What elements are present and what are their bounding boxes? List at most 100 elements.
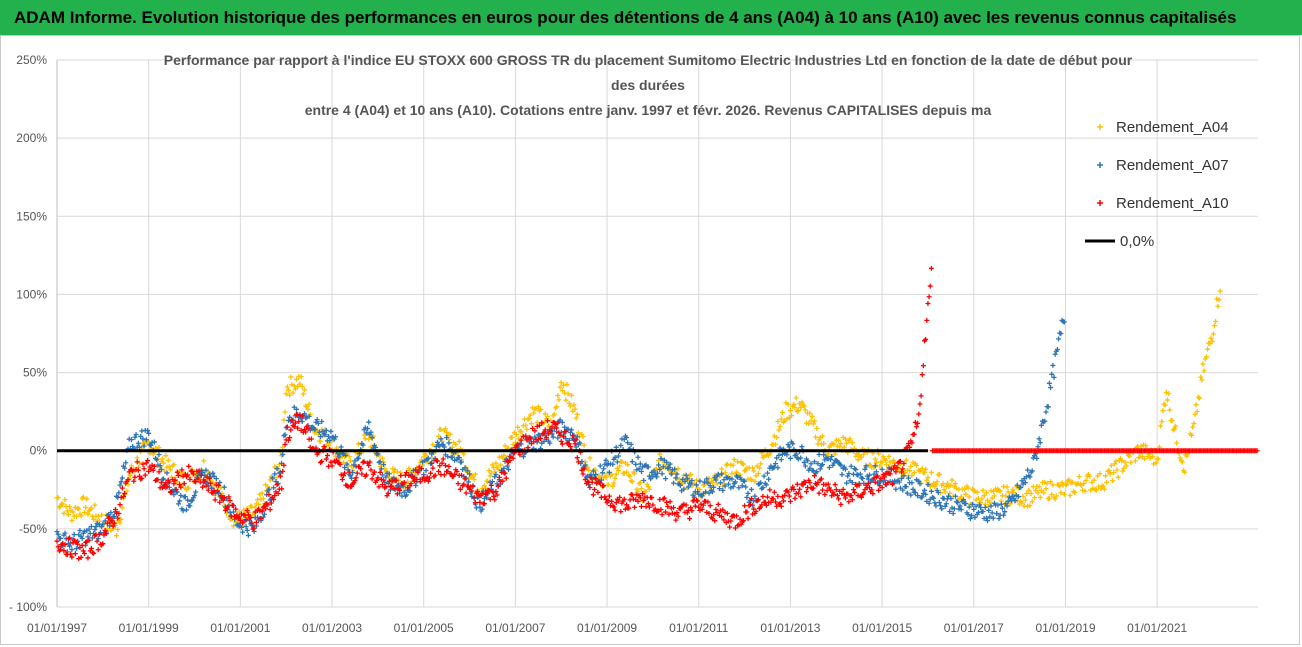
marker-Rendement_A10 xyxy=(196,468,202,474)
marker-Rendement_A10 xyxy=(559,441,565,447)
marker-Rendement_A04 xyxy=(1189,432,1195,438)
marker-Rendement_A07 xyxy=(1012,498,1018,504)
marker-Rendement_A10 xyxy=(391,486,397,492)
marker-Rendement_A07 xyxy=(582,462,588,468)
marker-Rendement_A10 xyxy=(263,506,269,512)
marker-Rendement_A07 xyxy=(988,503,994,509)
marker-Rendement_A04 xyxy=(285,387,291,393)
marker-Rendement_A04 xyxy=(252,504,258,510)
marker-Rendement_A04 xyxy=(298,374,304,380)
marker-Rendement_A10 xyxy=(225,504,231,510)
marker-Rendement_A10 xyxy=(646,504,652,510)
marker-Rendement_A10 xyxy=(436,469,442,475)
marker-Rendement_A04 xyxy=(1083,477,1089,483)
legend-label: 0,0% xyxy=(1120,233,1154,250)
marker-Rendement_A04 xyxy=(1169,418,1175,424)
marker-Rendement_A10 xyxy=(684,510,690,516)
marker-Rendement_A04 xyxy=(884,462,890,468)
marker-Rendement_A04 xyxy=(438,427,444,433)
marker-Rendement_A10 xyxy=(812,473,818,479)
marker-Rendement_A04 xyxy=(115,526,121,532)
marker-Rendement_A07 xyxy=(873,469,879,475)
marker-Rendement_A04 xyxy=(88,505,94,511)
marker-Rendement_A10 xyxy=(166,479,172,485)
marker-Rendement_A10 xyxy=(503,475,509,481)
marker-Rendement_A04 xyxy=(1142,456,1148,462)
marker-Rendement_A10 xyxy=(580,471,586,477)
marker-Rendement_A07 xyxy=(465,479,471,485)
marker-Rendement_A10 xyxy=(258,515,264,521)
marker-Rendement_A10 xyxy=(140,461,146,467)
marker-Rendement_A04 xyxy=(847,436,853,442)
marker-Rendement_A10 xyxy=(292,420,298,426)
marker-Rendement_A04 xyxy=(62,497,68,503)
marker-Rendement_A07 xyxy=(853,467,859,473)
marker-Rendement_A07 xyxy=(628,441,634,447)
marker-Rendement_A07 xyxy=(651,468,657,474)
marker-Rendement_A04 xyxy=(779,409,785,415)
marker-Rendement_A10 xyxy=(713,506,719,512)
marker-Rendement_A07 xyxy=(987,514,993,520)
marker-Rendement_A04 xyxy=(1101,486,1107,492)
marker-Rendement_A07 xyxy=(365,426,371,432)
marker-Rendement_A10 xyxy=(274,482,280,488)
marker-Rendement_A10 xyxy=(329,463,335,469)
marker-Rendement_A07 xyxy=(904,490,910,496)
marker-Rendement_A04 xyxy=(1048,479,1054,485)
marker-Rendement_A10 xyxy=(459,472,465,478)
marker-Rendement_A04 xyxy=(617,463,623,469)
marker-Rendement_A10 xyxy=(661,495,667,501)
marker-Rendement_A10 xyxy=(130,468,136,474)
marker-Rendement_A07 xyxy=(85,534,91,540)
marker-Rendement_A10 xyxy=(266,492,272,498)
marker-Rendement_A04 xyxy=(1104,479,1110,485)
marker-Rendement_A10 xyxy=(822,492,828,498)
marker-Rendement_A07 xyxy=(1058,331,1064,337)
marker-Rendement_A07 xyxy=(705,480,711,486)
marker-Rendement_A10 xyxy=(649,495,655,501)
marker-Rendement_A07 xyxy=(955,499,961,505)
marker-Rendement_A10 xyxy=(825,481,831,487)
marker-Rendement_A10 xyxy=(626,505,632,511)
marker-Rendement_A10 xyxy=(916,411,922,417)
marker-Rendement_A04 xyxy=(611,480,617,486)
marker-Rendement_A10 xyxy=(296,419,302,425)
marker-Rendement_A07 xyxy=(990,515,996,521)
marker-Rendement_A10 xyxy=(637,495,643,501)
marker-Rendement_A10 xyxy=(279,486,285,492)
marker-Rendement_A07 xyxy=(657,466,663,472)
marker-Rendement_A10 xyxy=(440,456,446,462)
marker-Rendement_A04 xyxy=(616,468,622,474)
marker-Rendement_A07 xyxy=(908,492,914,498)
marker-Rendement_A10 xyxy=(775,493,781,499)
marker-Rendement_A04 xyxy=(632,471,638,477)
marker-Rendement_A07 xyxy=(666,464,672,470)
marker-Rendement_A10 xyxy=(742,503,748,509)
marker-Rendement_A04 xyxy=(283,391,289,397)
marker-Rendement_A07 xyxy=(966,504,972,510)
marker-Rendement_A04 xyxy=(1050,482,1056,488)
marker-Rendement_A10 xyxy=(595,489,601,495)
marker-Rendement_A10 xyxy=(415,470,421,476)
marker-Rendement_A10 xyxy=(836,496,842,502)
marker-Rendement_A07 xyxy=(774,455,780,461)
marker-Rendement_A04 xyxy=(502,443,508,449)
marker-Rendement_A04 xyxy=(1064,482,1070,488)
marker-Rendement_A10 xyxy=(502,470,508,476)
marker-Rendement_A04 xyxy=(542,411,548,417)
marker-Rendement_A07 xyxy=(1004,503,1010,509)
y-tick-label: 150% xyxy=(16,209,47,223)
marker-Rendement_A10 xyxy=(359,471,365,477)
marker-Rendement_A04 xyxy=(127,472,133,478)
marker-Rendement_A10 xyxy=(496,474,502,480)
marker-Rendement_A04 xyxy=(501,452,507,458)
marker-Rendement_A07 xyxy=(438,436,444,442)
marker-Rendement_A10 xyxy=(815,479,821,485)
marker-Rendement_A07 xyxy=(893,486,899,492)
marker-Rendement_A04 xyxy=(974,489,980,495)
marker-Rendement_A10 xyxy=(635,498,641,504)
marker-Rendement_A04 xyxy=(812,418,818,424)
marker-Rendement_A04 xyxy=(1213,318,1219,324)
marker-Rendement_A07 xyxy=(193,489,199,495)
marker-Rendement_A10 xyxy=(536,422,542,428)
